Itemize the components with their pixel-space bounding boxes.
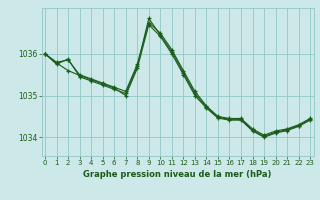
X-axis label: Graphe pression niveau de la mer (hPa): Graphe pression niveau de la mer (hPa) <box>84 170 272 179</box>
